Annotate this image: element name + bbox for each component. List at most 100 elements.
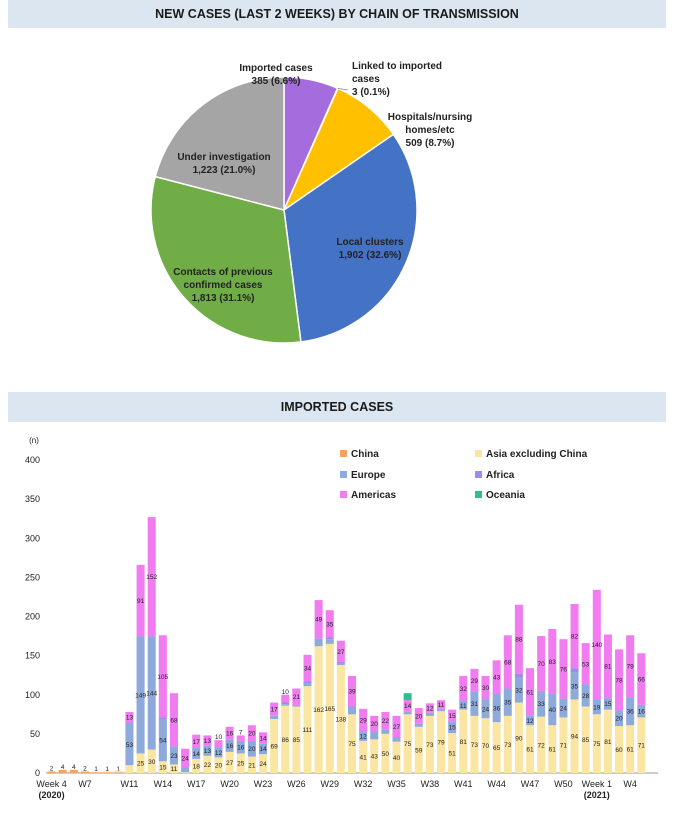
bar-data-label: 61 xyxy=(549,747,557,754)
bar-segment xyxy=(437,711,446,773)
bar-segment xyxy=(448,709,457,722)
bar-segment xyxy=(570,699,579,773)
bar-segment xyxy=(626,725,635,773)
bar-segment xyxy=(403,700,412,712)
bar-segment xyxy=(537,690,546,717)
bar-segment xyxy=(336,640,345,662)
bar-data-label: 88 xyxy=(515,637,523,644)
bar-data-label: 10 xyxy=(282,689,290,696)
bar-data-label: 83 xyxy=(549,659,557,666)
legend-label: China xyxy=(351,449,379,460)
bar-data-label: 61 xyxy=(526,690,534,697)
bar-data-label: 94 xyxy=(571,734,579,741)
bar-data-label: 23 xyxy=(170,753,178,760)
bar-segment xyxy=(503,635,512,689)
x-tick-label: (2021) xyxy=(584,790,610,800)
bar-data-label: 33 xyxy=(538,701,546,708)
bar-segment xyxy=(258,743,267,755)
bar-segment xyxy=(136,636,145,637)
bar-segment xyxy=(336,663,345,666)
bar-data-label: 144 xyxy=(146,691,157,698)
y-tick-label: 400 xyxy=(25,455,40,465)
bar-segment xyxy=(425,703,434,713)
bar-segment xyxy=(58,769,67,773)
bar-data-label: 17 xyxy=(193,739,201,746)
bar-segment xyxy=(314,638,323,647)
legend-swatch xyxy=(340,491,347,498)
bar-segment xyxy=(281,704,290,706)
legend-swatch xyxy=(475,471,482,478)
bar-segment xyxy=(359,731,368,741)
x-tick-label: W35 xyxy=(387,779,406,789)
bar-data-label: 72 xyxy=(538,742,546,749)
bar-data-label: 60 xyxy=(615,747,623,754)
bar-data-label: 15 xyxy=(604,701,612,708)
bar-segment xyxy=(181,767,190,773)
bar-data-label: 91 xyxy=(137,598,145,605)
bar-segment xyxy=(114,772,123,773)
bar-data-label: 35 xyxy=(504,700,512,707)
bar-data-label: 75 xyxy=(593,741,601,748)
x-tick-label: W47 xyxy=(521,779,540,789)
bar-data-label: 16 xyxy=(226,731,234,738)
bar-segment xyxy=(459,709,468,773)
legend-swatch xyxy=(475,450,482,457)
bar-segment xyxy=(570,672,579,700)
bar-segment xyxy=(470,668,479,692)
bar-segment xyxy=(637,717,646,773)
bar-data-label: 20 xyxy=(215,763,223,770)
bar-segment xyxy=(147,636,156,750)
bar-data-label: 90 xyxy=(515,735,523,742)
bar-data-label: 152 xyxy=(146,574,157,581)
bar-segment xyxy=(336,665,345,773)
y-tick-label: 350 xyxy=(25,494,40,504)
legend-swatch xyxy=(340,450,347,457)
bar-segment xyxy=(592,714,601,773)
bar-segment xyxy=(136,564,145,637)
bar-data-label: 24 xyxy=(259,761,267,768)
pie-chart: Imported cases 385 (6.6%) Linked to import… xyxy=(150,61,472,344)
bar-segment xyxy=(548,629,557,694)
bar-data-label: 10 xyxy=(215,734,223,741)
bar-data-label: 12 xyxy=(526,718,534,725)
bar-data-label: 68 xyxy=(504,659,512,666)
bar-segment xyxy=(381,729,390,734)
bar-data-label: 73 xyxy=(426,742,434,749)
bar-data-label: 24 xyxy=(181,756,189,763)
bar-data-label: 2 xyxy=(83,765,87,772)
bar-segment xyxy=(559,639,568,699)
bar-segment xyxy=(103,771,112,773)
pie-category-label: Hospitals/nursing xyxy=(388,112,472,123)
bar-data-label: 11 xyxy=(438,702,445,709)
bar-data-label: 20 xyxy=(415,713,423,720)
pie-chart-title-banner: NEW CASES (LAST 2 WEEKS) BY CHAIN OF TRA… xyxy=(8,0,666,28)
bar-data-label: 12 xyxy=(426,706,434,713)
bar-data-label: 11 xyxy=(460,703,467,710)
x-tick-label: W11 xyxy=(121,779,139,789)
bar-data-label: 81 xyxy=(604,664,612,671)
bar-data-label: 65 xyxy=(493,745,501,752)
bar-data-label: 29 xyxy=(360,718,368,725)
legend-label: Americas xyxy=(351,490,396,501)
bar-segment xyxy=(347,706,357,715)
bar-segment xyxy=(303,681,312,684)
legend-label: Europe xyxy=(351,470,386,481)
bar-data-label: 16 xyxy=(226,743,234,750)
bar-data-label: 13 xyxy=(204,738,212,745)
bar-segment xyxy=(492,722,501,773)
bar-segment xyxy=(147,636,156,637)
bar-data-label: 49 xyxy=(315,617,323,624)
bar-segment xyxy=(236,735,245,741)
bar-data-label: 85 xyxy=(293,737,301,744)
bar-segment xyxy=(414,723,423,727)
y-tick-label: 200 xyxy=(25,612,40,622)
legend-label: Oceania xyxy=(486,490,525,501)
bar-data-label: 22 xyxy=(382,718,390,725)
bar-segment xyxy=(192,734,201,748)
pie-value-label: 385 (6.6%) xyxy=(252,76,301,87)
bar-segment xyxy=(503,715,512,773)
pie-category-label: Imported cases xyxy=(239,63,313,74)
bar-segment xyxy=(147,749,156,773)
bar-segment xyxy=(603,697,612,710)
x-tick-label: Week 1 xyxy=(582,779,612,789)
